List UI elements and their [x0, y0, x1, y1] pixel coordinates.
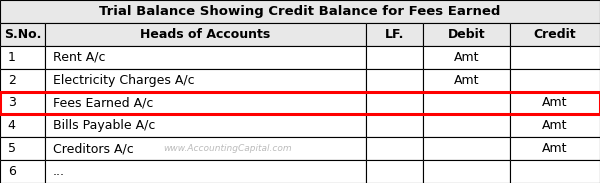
Bar [0, 69, 45, 92]
Bar [45, 69, 366, 92]
Bar [0, 0, 600, 23]
Bar [510, 69, 600, 92]
Bar [366, 46, 423, 69]
Bar [45, 160, 366, 183]
Text: Amt: Amt [454, 74, 479, 87]
Bar [510, 23, 600, 46]
Bar [0, 160, 45, 183]
Bar [0, 114, 45, 137]
Bar [423, 160, 510, 183]
Bar [0, 160, 45, 183]
Text: Bills Payable A/c: Bills Payable A/c [53, 119, 155, 132]
Text: Heads of Accounts: Heads of Accounts [140, 28, 271, 41]
Text: Amt: Amt [542, 96, 568, 109]
Bar [366, 46, 423, 69]
Bar [0, 46, 45, 69]
Bar [0, 92, 45, 114]
Bar [0, 0, 600, 23]
Bar [45, 160, 366, 183]
Bar [510, 160, 600, 183]
Bar [423, 92, 510, 114]
Bar [366, 92, 423, 114]
Bar [45, 114, 366, 137]
Bar [423, 137, 510, 160]
Bar [366, 114, 423, 137]
Text: Credit: Credit [533, 28, 577, 41]
Bar [45, 92, 366, 114]
Text: Amt: Amt [454, 51, 479, 64]
Bar [0, 137, 45, 160]
Bar [510, 69, 600, 92]
Bar [510, 137, 600, 160]
Bar [45, 137, 366, 160]
Bar [423, 160, 510, 183]
Bar [366, 23, 423, 46]
Text: LF.: LF. [385, 28, 404, 41]
Bar [0, 23, 45, 46]
Bar [0, 69, 45, 92]
Text: Creditors A/c: Creditors A/c [53, 142, 134, 155]
Bar [45, 137, 366, 160]
Bar [510, 46, 600, 69]
Bar [366, 114, 423, 137]
Text: Amt: Amt [542, 142, 568, 155]
Text: Trial Balance Showing Credit Balance for Fees Earned: Trial Balance Showing Credit Balance for… [100, 5, 500, 18]
Bar [366, 23, 423, 46]
Bar [45, 23, 366, 46]
Bar [366, 92, 423, 114]
Bar [366, 160, 423, 183]
Bar [510, 92, 600, 114]
Bar [0, 92, 45, 114]
Text: Electricity Charges A/c: Electricity Charges A/c [53, 74, 194, 87]
Text: S.No.: S.No. [4, 28, 41, 41]
Text: 5: 5 [8, 142, 16, 155]
Text: Amt: Amt [542, 119, 568, 132]
Text: Debit: Debit [448, 28, 485, 41]
Text: Fees Earned A/c: Fees Earned A/c [53, 96, 153, 109]
Text: 4: 4 [8, 119, 16, 132]
Bar [510, 114, 600, 137]
Bar [510, 46, 600, 69]
Bar [423, 137, 510, 160]
Bar [45, 46, 366, 69]
Bar [423, 92, 510, 114]
Bar [423, 23, 510, 46]
Text: 6: 6 [8, 165, 16, 178]
Bar [423, 114, 510, 137]
Bar [423, 46, 510, 69]
Text: Rent A/c: Rent A/c [53, 51, 106, 64]
Bar [45, 92, 366, 114]
Bar [0, 114, 45, 137]
Bar [510, 92, 600, 114]
Bar [0, 137, 45, 160]
Bar [423, 46, 510, 69]
Text: 2: 2 [8, 74, 16, 87]
Bar [510, 114, 600, 137]
Bar [0, 46, 45, 69]
Bar [423, 23, 510, 46]
Bar [0, 23, 45, 46]
Bar [510, 23, 600, 46]
Bar [366, 160, 423, 183]
Bar [510, 160, 600, 183]
Bar [45, 114, 366, 137]
Text: 1: 1 [8, 51, 16, 64]
Bar [423, 69, 510, 92]
Text: 3: 3 [8, 96, 16, 109]
Bar [423, 69, 510, 92]
Bar [45, 23, 366, 46]
Bar [423, 114, 510, 137]
Bar [510, 137, 600, 160]
Bar [45, 46, 366, 69]
Bar [45, 69, 366, 92]
Text: www.AccountingCapital.com: www.AccountingCapital.com [164, 144, 292, 153]
Text: ...: ... [53, 165, 65, 178]
Bar [366, 137, 423, 160]
Bar [366, 137, 423, 160]
Bar [366, 69, 423, 92]
Bar [0, 92, 600, 114]
Bar [366, 69, 423, 92]
